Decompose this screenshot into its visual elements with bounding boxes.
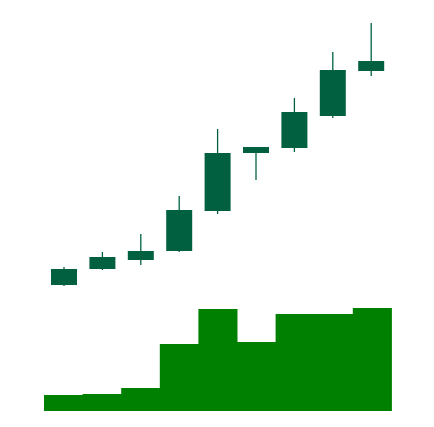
volume-bar bbox=[352, 308, 392, 411]
volume-bar bbox=[237, 342, 277, 411]
volume-bar bbox=[82, 394, 122, 411]
candle-body bbox=[358, 61, 385, 71]
volume-bar bbox=[121, 388, 161, 411]
volume-bar bbox=[314, 314, 354, 411]
candle-body bbox=[319, 70, 346, 116]
candle-body bbox=[166, 210, 193, 251]
volume-bar bbox=[275, 314, 315, 411]
candle-body bbox=[243, 147, 269, 153]
candle-body bbox=[51, 269, 77, 285]
candle-body bbox=[89, 257, 116, 269]
volume-bar bbox=[44, 395, 84, 411]
candle-body bbox=[281, 112, 308, 148]
volume-bar bbox=[159, 344, 199, 411]
candle-body bbox=[204, 153, 231, 211]
volume-bar bbox=[198, 309, 238, 411]
candle-body bbox=[127, 251, 154, 260]
